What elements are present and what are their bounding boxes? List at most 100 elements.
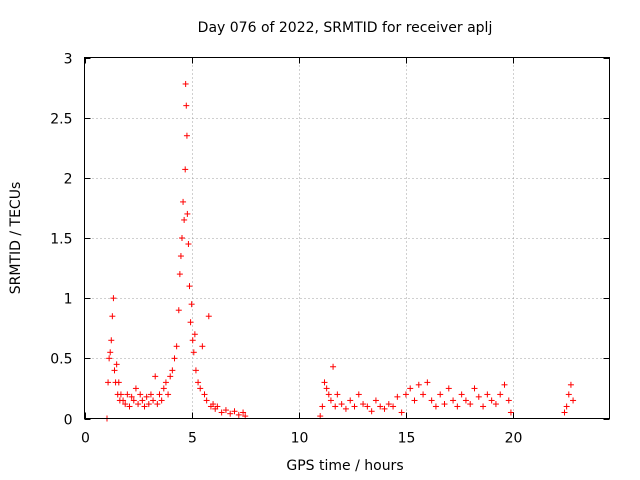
data-point [428,397,435,404]
x-tick-label: 15 [398,431,416,447]
data-point [201,391,208,398]
data-point [319,403,326,410]
data-point [135,401,142,408]
data-point [187,319,194,326]
data-point [160,385,167,392]
data-point [402,391,409,398]
data-point [183,132,190,139]
data-point [415,381,422,388]
data-point [325,391,332,398]
data-point [106,355,113,362]
data-point [398,409,405,416]
data-point [126,403,133,410]
data-point [210,401,217,408]
data-point [488,397,495,404]
data-point [342,405,349,412]
data-point [347,397,354,404]
data-point [561,409,568,416]
y-tick-label: 2 [64,172,73,188]
data-point [214,403,221,410]
data-point [165,391,172,398]
y-tick-label: 3 [64,52,73,68]
data-point [176,271,183,278]
data-point [107,349,114,356]
data-point [390,403,397,410]
data-point [189,337,196,344]
data-point [567,381,574,388]
x-tick-label: 0 [81,431,90,447]
data-point [334,391,341,398]
data-point [467,401,474,408]
data-point [199,343,206,350]
data-point [462,397,469,404]
data-point [475,393,482,400]
data-point [222,407,229,414]
data-point [570,397,577,404]
x-tick-label: 20 [505,431,523,447]
x-tick-label: 5 [188,431,197,447]
y-tick-label: 1.5 [50,232,72,248]
data-point [124,391,131,398]
data-point [420,391,427,398]
data-point [450,397,457,404]
data-point [167,373,174,380]
data-point [197,385,204,392]
data-point [492,401,499,408]
data-point [181,216,188,223]
data-point [205,313,212,320]
data-point [177,253,184,260]
data-point [563,403,570,410]
data-point [424,379,431,386]
data-point [179,235,185,241]
data-point [143,393,150,400]
data-point [132,385,139,392]
data-point [192,367,199,374]
data-point [185,241,192,248]
data-point [385,401,392,408]
data-point [394,393,401,400]
data-point [323,385,330,392]
data-point [173,343,180,350]
data-point [407,385,414,392]
data-point [191,331,198,338]
data-point [169,367,176,374]
y-tick-label: 0 [64,413,73,429]
data-point [565,391,572,398]
data-point [203,397,210,404]
y-axis-label: SRMTID / TECUs [8,182,24,295]
data-point [182,166,189,173]
data-point [171,355,178,362]
y-tick-label: 1 [64,292,73,308]
data-point [505,397,512,404]
data-points [104,80,577,422]
data-point [321,379,328,386]
data-point [445,385,452,392]
y-tick-label: 0.5 [50,352,72,368]
data-point [145,401,152,408]
data-point [175,307,182,314]
y-tick-label: 2.5 [50,112,72,128]
data-point [484,391,491,398]
data-point [105,379,112,386]
data-point [182,80,189,87]
data-point [130,397,137,404]
data-point [411,397,418,404]
data-point [360,401,367,408]
data-point [441,401,448,408]
data-point [372,397,379,404]
data-point [186,283,193,290]
data-point [115,379,122,386]
x-axis-label: GPS time / hours [286,458,403,474]
data-point [432,403,439,410]
axis-ticks: 0 5 10 15 20 0 0.5 1 1.5 2 2.5 3 [50,52,610,447]
data-point [162,379,169,386]
data-point [139,397,146,404]
data-point [183,102,190,109]
data-point [351,403,358,410]
grid-lines [84,57,610,419]
data-point [377,403,384,410]
data-point [158,397,165,404]
data-point [218,409,225,416]
